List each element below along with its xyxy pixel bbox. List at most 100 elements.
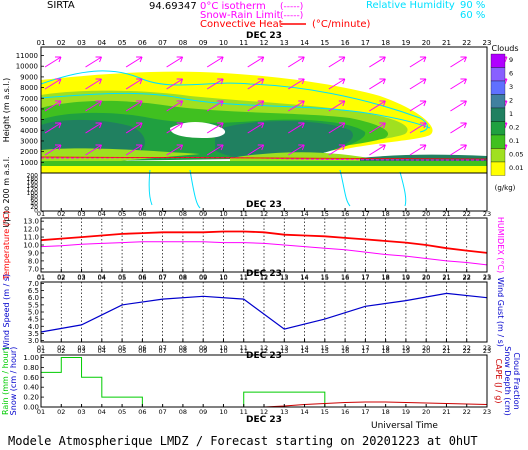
x-tick-label: 03 <box>77 344 85 352</box>
x-tick-label-top: 20 <box>422 39 431 47</box>
wind-arrow-head <box>379 78 386 85</box>
x-tick-label-top: 16 <box>341 274 349 282</box>
rh-contour-low <box>148 169 407 209</box>
wind-arrow-head <box>217 78 224 85</box>
wind-arrow <box>409 144 427 156</box>
x-tick-label-top: 02 <box>57 210 65 218</box>
wind-arrow-head <box>298 144 305 151</box>
wind-arrow <box>206 56 224 68</box>
isotherm-line <box>40 157 488 161</box>
y-tick-label: 7.0 <box>28 265 39 273</box>
wind-arrow <box>247 78 264 90</box>
x-tick-label-top: 21 <box>442 39 451 47</box>
x-tick-label: 05 <box>118 408 126 416</box>
wind-arrow <box>450 144 467 156</box>
y-tick-label: 0.40 <box>23 384 39 392</box>
x-tick-label-top: 14 <box>300 347 308 355</box>
wind-arrow-head <box>257 100 265 107</box>
wind-arrow <box>44 100 62 112</box>
x-tick-label-top: 17 <box>361 274 369 282</box>
x-tick-label-top: 04 <box>97 39 106 47</box>
x-tick-label-top: 11 <box>239 39 248 47</box>
x-tick-label: 11 <box>240 408 248 416</box>
wind-arrow-head <box>136 100 143 107</box>
x-tick-label-top: 01 <box>37 347 45 355</box>
x-tick-label-top: 14 <box>300 274 308 282</box>
colorbar-swatch <box>490 148 506 163</box>
y-tick-label: 13.0 <box>23 218 39 226</box>
legend-isotherm: 0°C isotherm <box>200 1 266 12</box>
x-tick-label-top: 07 <box>158 274 166 282</box>
colorbar-swatch <box>490 107 506 122</box>
x-tick-label-top: 15 <box>321 347 329 355</box>
wind-arrow <box>85 56 102 68</box>
x-tick-label-top: 16 <box>341 210 349 218</box>
wind-arrow-head <box>338 100 346 107</box>
wind-arrow <box>328 56 346 68</box>
wind-arrow <box>409 78 427 90</box>
y-axis-title: Temperature (°C) <box>2 210 11 280</box>
wind-arrow-head <box>419 100 427 107</box>
y-axis-title: Wind Speed (m / s) <box>2 274 11 350</box>
wind-arrow-head <box>136 122 143 129</box>
colorbar-level: 0.2 <box>509 124 519 132</box>
x-tick-label: 17 <box>361 344 369 352</box>
wind-arrow <box>206 122 224 134</box>
y-tick-label: 8000 <box>20 84 38 92</box>
wind-arrow-head <box>217 144 224 151</box>
x-tick-label: 23 <box>483 408 491 416</box>
y-tick-label-lower: 60 <box>30 197 38 204</box>
x-tick-label: 03 <box>77 273 85 281</box>
x-tick-label-top: 04 <box>98 347 106 355</box>
x-tick-label: 17 <box>361 273 369 281</box>
y-tick-label-lower: 120 <box>27 187 39 194</box>
x-tick-label-top: 20 <box>422 347 430 355</box>
x-tick-label: 07 <box>158 273 166 281</box>
x-tick-label: 04 <box>98 273 106 281</box>
wind-arrow-head <box>176 56 184 63</box>
x-tick-label-top: 09 <box>199 274 207 282</box>
x-tick-label-top: 07 <box>158 39 167 47</box>
wind-arrow-head <box>136 144 143 151</box>
colorbar-level: 0.1 <box>509 137 519 145</box>
x-tick-label: 14 <box>300 408 308 416</box>
x-tick-label-top: 19 <box>402 347 410 355</box>
colorbar-swatch <box>490 67 506 82</box>
y-tick-label-lower: 100 <box>27 190 39 197</box>
wind-arrow <box>288 144 305 156</box>
x-tick-label-top: 12 <box>260 347 268 355</box>
x-tick-label: 16 <box>341 408 349 416</box>
convective-line <box>40 156 488 160</box>
y-axis-title-snow: Snow (cm / hour) <box>9 347 18 416</box>
surface-layer-2 <box>41 166 487 173</box>
colorbar-level: 9 <box>509 56 513 64</box>
wind-arrow <box>369 100 386 112</box>
x-tick-label: 14 <box>300 273 308 281</box>
y-tick-label: 11.0 <box>23 234 39 242</box>
x-tick-label: 08 <box>179 408 187 416</box>
y-axis-title-cape: CAPE (J / g) <box>494 359 503 404</box>
wind-arrow-head <box>257 144 265 151</box>
x-tick-label-top: 05 <box>118 347 126 355</box>
y-tick-label: 5.0 <box>28 309 39 317</box>
wind-arrow-head <box>379 122 386 129</box>
wind-arrow <box>125 122 143 134</box>
y-tick-label-lower: 200 <box>27 173 39 180</box>
x-tick-label: 06 <box>138 344 146 352</box>
x-tick-label: 19 <box>402 408 410 416</box>
y-axis-title-snowdepth: Snow Depth (cm) <box>503 346 512 415</box>
y-tick-label-lower: 140 <box>27 183 39 190</box>
colorbar-level: 1 <box>509 110 513 118</box>
y-tick-label: 6.5 <box>28 287 39 295</box>
wind-arrow <box>206 100 224 112</box>
y-axis-title-right: Wind Gust (m / s) <box>496 277 505 347</box>
wind-arrow-head <box>338 144 346 151</box>
x-tick-label: 02 <box>57 273 65 281</box>
x-tick-label-top: 12 <box>260 39 269 47</box>
x-tick-label-top: 02 <box>57 347 65 355</box>
wind-arrow-head <box>176 122 184 129</box>
x-tick-label-top: 20 <box>422 210 430 218</box>
wind-arrow-head <box>95 56 103 63</box>
x-tick-label: 21 <box>442 344 450 352</box>
